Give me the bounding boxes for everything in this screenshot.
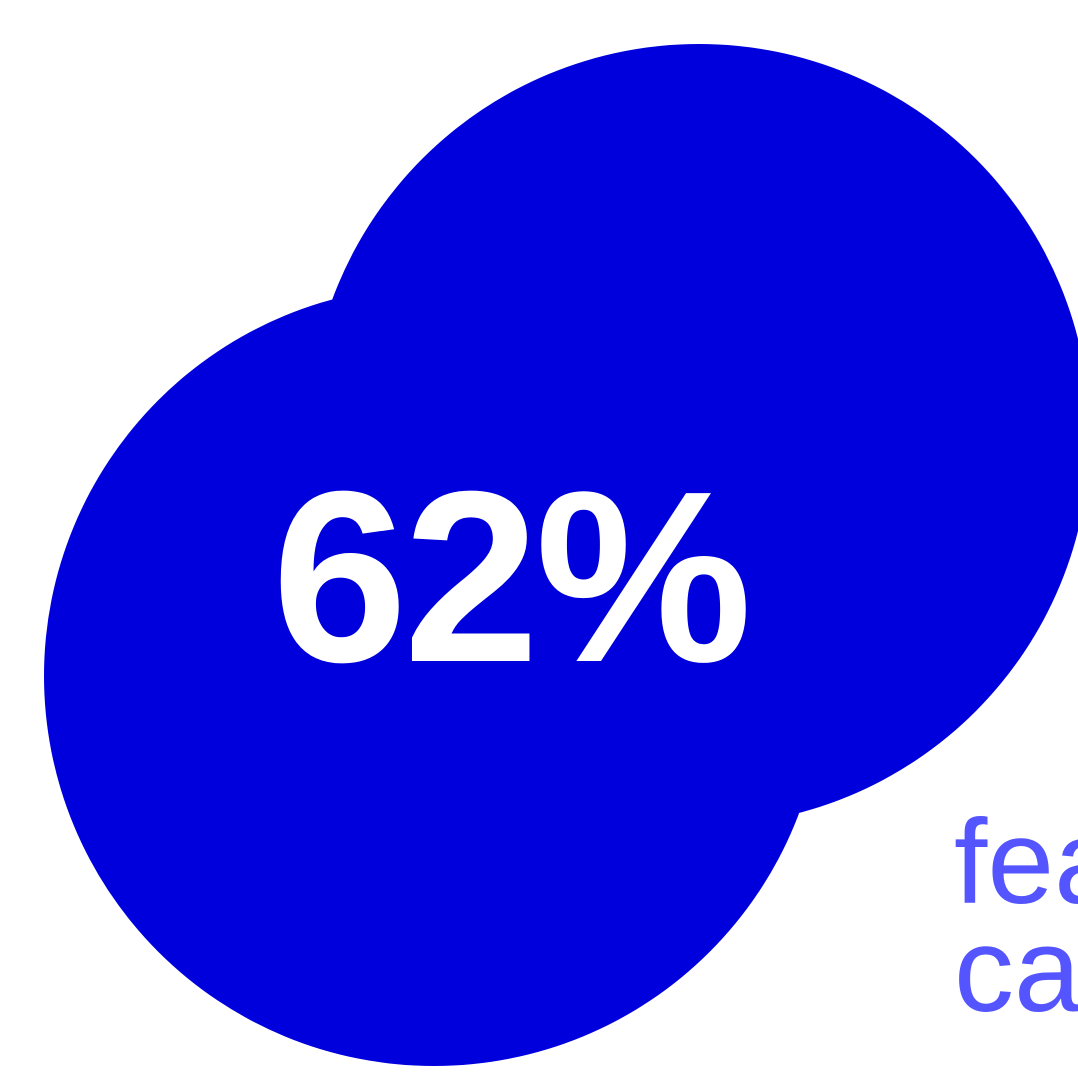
background-circle-lower [44, 286, 824, 1066]
caption-text: fea ca [954, 808, 1078, 1024]
caption-line-2: ca [954, 903, 1078, 1024]
stat-percentage: 62% [271, 440, 752, 713]
caption-line-1: fea [954, 808, 1078, 929]
